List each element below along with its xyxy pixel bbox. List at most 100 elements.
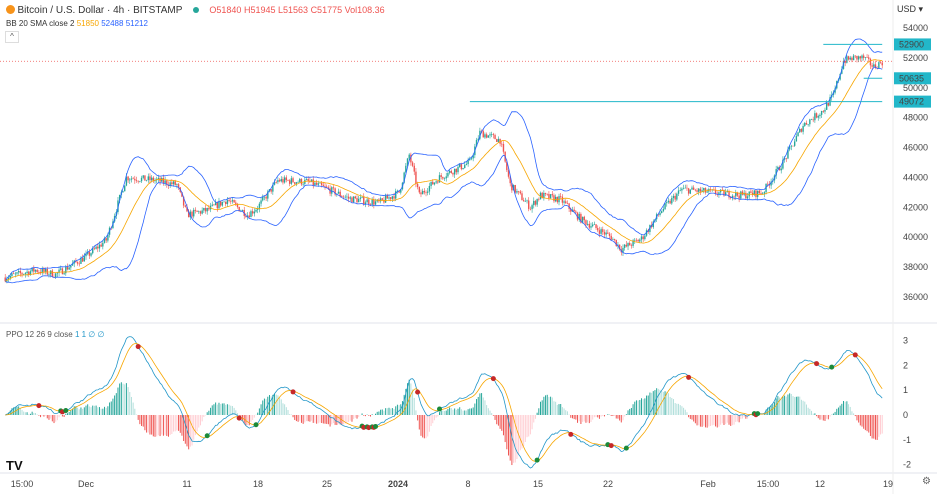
- candle: [519, 189, 521, 195]
- candle-body: [174, 181, 176, 185]
- candle-body: [859, 56, 862, 59]
- collapse-legend-button[interactable]: ^: [5, 31, 19, 43]
- currency-selector[interactable]: USD ▾: [896, 4, 923, 14]
- tradingview-logo: TV: [6, 458, 23, 473]
- candle: [292, 176, 294, 183]
- candle: [662, 206, 665, 213]
- candle: [132, 176, 134, 180]
- candle-body: [785, 158, 787, 159]
- gear-icon[interactable]: ⚙: [922, 476, 931, 487]
- candle: [76, 261, 79, 266]
- candle: [452, 172, 454, 177]
- candle-body: [469, 159, 471, 161]
- candle: [459, 163, 461, 168]
- candle-body: [846, 56, 848, 63]
- candle-body: [257, 209, 259, 210]
- candle-body: [430, 181, 432, 187]
- candle: [312, 176, 314, 189]
- candle: [521, 190, 523, 201]
- ppo-cross-dot: [623, 445, 629, 451]
- candle-body: [591, 224, 594, 227]
- candle-body: [475, 139, 478, 147]
- price-level-label: 50635: [899, 73, 924, 83]
- candle-body: [642, 236, 644, 240]
- bb-legend[interactable]: BB 20 SMA close 2 51850 52488 51212: [6, 19, 148, 28]
- candle-body: [262, 197, 264, 201]
- candle-body: [679, 190, 681, 192]
- candle: [563, 199, 565, 206]
- candle-body: [124, 185, 126, 192]
- candle: [608, 232, 611, 240]
- candle-body: [783, 158, 786, 160]
- candle-body: [307, 179, 309, 181]
- candle-body: [735, 192, 737, 197]
- candle-body: [204, 207, 207, 212]
- candle-body: [726, 191, 729, 193]
- candle-body: [176, 184, 178, 185]
- candle-body: [427, 191, 429, 193]
- candle: [193, 207, 195, 219]
- candle: [553, 193, 555, 203]
- candle-body: [327, 187, 330, 189]
- candle: [448, 169, 451, 175]
- candle-body: [457, 166, 459, 173]
- candle-body: [795, 136, 798, 142]
- candle: [420, 189, 422, 198]
- candle-body: [731, 195, 734, 198]
- candle: [679, 187, 681, 192]
- candle-body: [691, 187, 693, 190]
- candle: [632, 238, 634, 248]
- candle-body: [605, 232, 607, 235]
- candle: [556, 196, 559, 204]
- candle-body: [526, 200, 528, 202]
- candle-body: [295, 182, 298, 184]
- candle-body: [824, 109, 826, 112]
- candle: [341, 194, 343, 197]
- candle-body: [745, 192, 747, 199]
- candle-body: [337, 191, 340, 194]
- candle-body: [681, 188, 683, 191]
- candle: [257, 205, 259, 214]
- candle: [376, 199, 378, 203]
- candle: [285, 175, 288, 183]
- candle: [612, 237, 614, 240]
- candle: [457, 164, 459, 175]
- ppo-tick: 2: [903, 360, 908, 370]
- candle: [58, 266, 60, 277]
- candle: [780, 164, 782, 174]
- candle-body: [447, 172, 449, 177]
- candle: [538, 197, 540, 202]
- candle-body: [452, 173, 454, 175]
- candle: [549, 194, 552, 199]
- candle-body: [250, 211, 252, 218]
- candle-body: [677, 190, 680, 194]
- bb-basis-sma: [4, 59, 883, 282]
- candle-body: [65, 266, 67, 274]
- candle: [487, 135, 490, 138]
- price-level-label: 52900: [899, 39, 924, 49]
- candle: [494, 133, 496, 140]
- candle: [578, 211, 580, 222]
- candle: [634, 238, 636, 244]
- candle: [194, 207, 197, 214]
- candle-body: [437, 181, 439, 183]
- candle: [78, 260, 80, 267]
- candle-body: [263, 196, 266, 198]
- candle: [346, 193, 348, 201]
- candle: [70, 265, 72, 271]
- candle-body: [450, 170, 452, 174]
- ppo-cross-dot: [534, 457, 540, 463]
- candle: [745, 190, 747, 200]
- candle-body: [612, 238, 614, 240]
- candle: [819, 113, 821, 119]
- candle-body: [433, 182, 436, 185]
- candle-body: [334, 188, 336, 195]
- candle-body: [172, 181, 175, 185]
- candle: [236, 202, 239, 209]
- ppo-legend[interactable]: PPO 12 26 9 close 1 1 ∅ ∅: [6, 330, 104, 339]
- candle: [597, 225, 599, 233]
- time-tick: 2024: [388, 479, 408, 489]
- candle: [129, 177, 131, 185]
- candle: [34, 269, 37, 274]
